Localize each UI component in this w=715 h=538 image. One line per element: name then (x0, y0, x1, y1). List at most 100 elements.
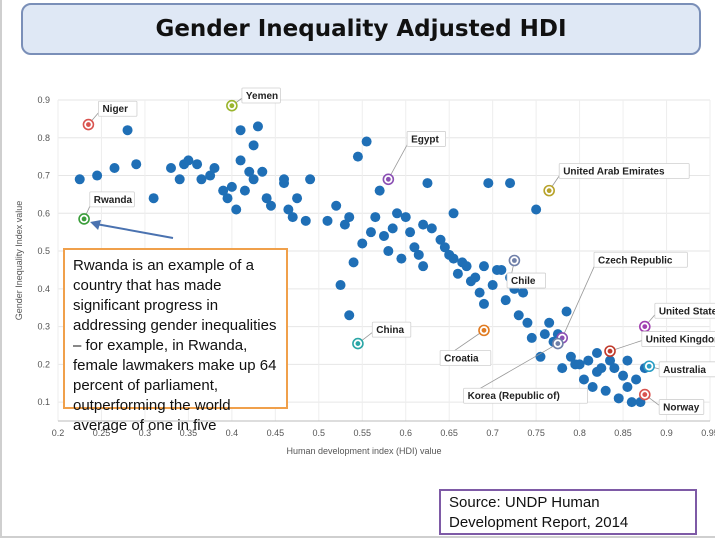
y-tick-label: 0.9 (37, 95, 50, 105)
data-point (374, 185, 385, 196)
data-point (448, 208, 459, 219)
data-point (448, 253, 459, 264)
country-label-box (658, 361, 715, 378)
country-label-box (241, 87, 281, 104)
data-point (622, 355, 633, 366)
x-tick-label: 0.5 (313, 428, 326, 438)
scatter-chart: 0.1 0.2 0.3 0.4 0.5 0.6 0.7 0.8 0.9 0.2 0.25 0.3 0.3… (14, 87, 715, 456)
data-point (292, 193, 303, 204)
data-point (109, 162, 120, 173)
x-tick-label: 0.55 (354, 428, 372, 438)
data-point (474, 287, 485, 298)
data-point (605, 355, 616, 366)
data-point (591, 348, 602, 359)
y-tick-label: 0.5 (37, 246, 50, 256)
data-point (418, 219, 429, 230)
data-point (500, 295, 511, 306)
data-point (535, 351, 546, 362)
country-label-box (658, 399, 705, 415)
data-point (218, 185, 229, 196)
highlight-point (81, 216, 87, 222)
data-point (565, 351, 576, 362)
data-point (496, 264, 507, 275)
y-tick-label: 0.4 (37, 284, 50, 294)
data-point (561, 306, 572, 317)
country-label: Egypt (411, 134, 439, 145)
data-point (196, 174, 207, 185)
label-leader-line (609, 339, 645, 352)
country-label-box (406, 131, 446, 147)
y-tick-label: 0.2 (37, 359, 50, 369)
data-point (205, 170, 216, 181)
data-point (435, 234, 446, 245)
data-point (413, 249, 424, 260)
data-point (383, 246, 394, 257)
data-point (235, 155, 246, 166)
data-point (235, 125, 246, 136)
data-point (122, 125, 133, 136)
data-point (305, 174, 316, 185)
data-point (209, 162, 220, 173)
data-point (231, 204, 242, 215)
highlight-point (555, 341, 561, 346)
data-point (470, 272, 481, 283)
x-tick-label: 0.9 (660, 428, 673, 438)
data-point (557, 363, 568, 374)
data-point (418, 261, 429, 272)
highlight-point (642, 324, 648, 329)
country-label: Yemen (246, 91, 278, 102)
data-point (600, 385, 611, 396)
data-point (261, 193, 272, 204)
country-label: Rwanda (94, 195, 133, 206)
data-point (331, 200, 342, 211)
data-point (513, 310, 524, 321)
highlight-point (646, 363, 652, 369)
data-point (518, 287, 529, 298)
x-tick-label: 0.3 (139, 428, 152, 438)
data-point (252, 121, 263, 132)
x-tick-label: 0.4 (226, 428, 239, 438)
label-leader-line (466, 343, 559, 397)
country-label-box (89, 191, 135, 208)
highlight-point (546, 188, 552, 194)
x-tick-label: 0.8 (573, 428, 586, 438)
data-point (631, 374, 642, 385)
data-point (539, 329, 550, 340)
data-point (183, 155, 194, 166)
data-point (526, 332, 537, 343)
data-point (92, 170, 103, 181)
callout-arrow-head (90, 219, 102, 230)
x-axis-label: Human development index (HDI) value (286, 446, 441, 456)
country-label: Czech Republic (598, 255, 673, 266)
label-leader-line (387, 139, 411, 180)
data-point (131, 159, 142, 170)
country-label: United Arab Emirates (563, 167, 665, 178)
x-tick-label: 0.2 (52, 428, 65, 438)
data-point (574, 359, 585, 370)
x-tick-label: 0.85 (614, 428, 632, 438)
rwanda-callout: Rwanda is an example of a country that h… (63, 248, 288, 434)
data-point (361, 136, 372, 147)
data-point (148, 193, 159, 204)
data-point (174, 174, 185, 185)
slide-title: Gender Inequality Adjusted HDI (155, 16, 567, 42)
data-point (422, 178, 433, 189)
data-point (248, 174, 259, 185)
country-label-box (463, 387, 588, 404)
data-point (613, 393, 624, 404)
highlight-point (512, 258, 517, 263)
country-label-box (506, 272, 546, 289)
highlight-point (385, 176, 391, 182)
data-point (400, 212, 411, 223)
data-point (344, 310, 355, 321)
data-point (531, 204, 542, 215)
highlight-point (355, 341, 361, 346)
data-point (387, 223, 398, 234)
country-label-box (98, 100, 138, 117)
x-tick-label: 0.65 (440, 428, 458, 438)
country-label: Korea (Republic of) (468, 391, 560, 402)
data-point (392, 208, 403, 219)
data-point (279, 174, 290, 185)
data-point (522, 317, 533, 328)
